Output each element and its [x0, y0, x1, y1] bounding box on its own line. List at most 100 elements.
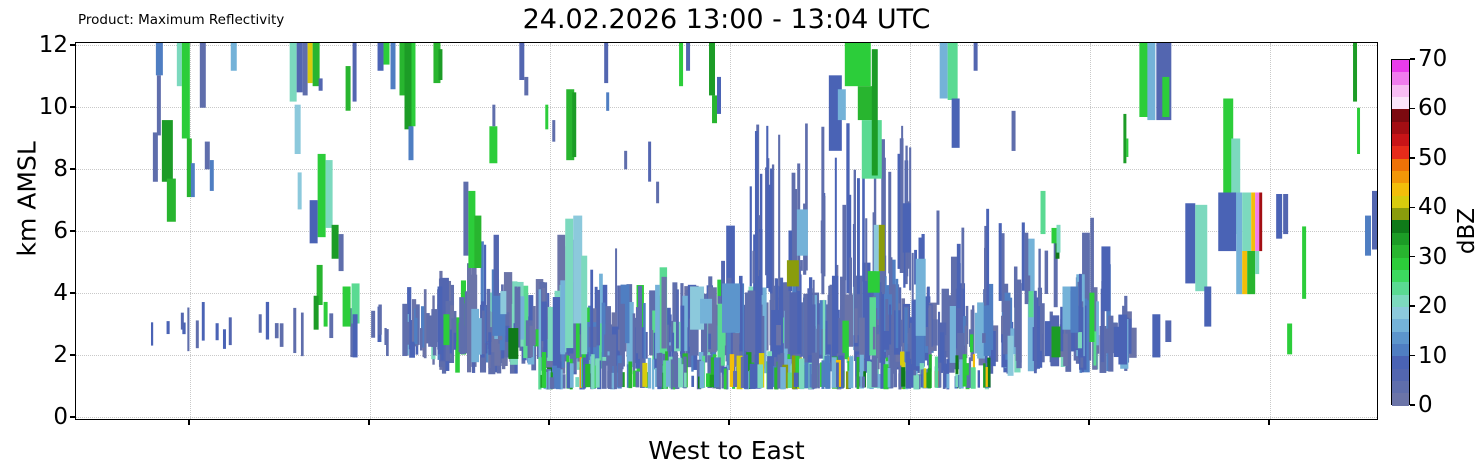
echo-bar-noise — [1053, 242, 1058, 308]
echo-bar-noise — [541, 352, 547, 388]
echo-bar-noise — [551, 365, 557, 389]
echo-bar-noise — [575, 377, 580, 387]
echo-bar — [565, 218, 574, 349]
colorbar — [1391, 59, 1410, 406]
echo-bar — [1236, 192, 1243, 252]
y-tick-mark — [70, 292, 75, 294]
echo-bar-noise — [840, 305, 843, 361]
echo-bar-noise — [968, 357, 972, 388]
x-tick-mark — [1268, 420, 1270, 425]
echo-bar — [390, 43, 396, 90]
echo-bar-noise — [595, 358, 600, 388]
echo-bar-noise — [582, 357, 586, 389]
echo-bar-noise — [959, 359, 964, 389]
colorbar-segment — [1392, 208, 1409, 221]
echo-bar-noise — [371, 310, 376, 338]
gridline-vertical — [190, 43, 191, 419]
echo-bar-noise — [1129, 327, 1137, 358]
echo-bar-noise — [701, 293, 708, 363]
echo-bar-noise — [566, 362, 570, 389]
echo-bar-noise — [415, 304, 420, 345]
echo-bar — [1365, 215, 1372, 256]
echo-bar — [1242, 250, 1248, 295]
echo-bar-noise — [866, 361, 871, 389]
echo-bar — [199, 43, 206, 108]
echo-bar-noise — [743, 354, 749, 389]
echo-bar — [1276, 193, 1283, 239]
echo-bar-noise — [470, 308, 480, 363]
y-tick-mark — [70, 354, 75, 356]
echo-bar-noise — [827, 294, 833, 345]
echo-bar-noise — [859, 317, 865, 359]
echo-bar-noise — [759, 229, 763, 296]
echo-bar — [604, 43, 609, 84]
echo-bar-noise — [1077, 332, 1082, 349]
echo-bar — [316, 264, 323, 306]
echo-bar — [560, 280, 566, 355]
echo-bar-noise — [820, 220, 825, 274]
echo-bar-noise — [784, 296, 791, 349]
echo-bar — [545, 104, 549, 130]
echo-bar-noise — [799, 358, 805, 390]
echo-bar-noise — [669, 320, 674, 352]
echo-bar — [552, 120, 556, 142]
echo-bar-noise — [652, 359, 655, 390]
echo-bar-noise — [840, 276, 846, 343]
echo-bar-noise — [862, 133, 865, 282]
echo-bar-noise — [1001, 233, 1005, 312]
echo-bar-noise — [635, 307, 642, 354]
echo-bar — [873, 224, 879, 272]
x-tick-mark — [908, 420, 910, 425]
page-title: 24.02.2026 13:00 - 13:04 UTC — [522, 4, 931, 35]
colorbar-tick-label: 0 — [1418, 392, 1433, 418]
echo-bar — [186, 138, 192, 198]
echo-bar-noise — [844, 294, 854, 347]
echo-bar-noise — [517, 286, 521, 348]
echo-bar-noise — [673, 352, 679, 388]
colorbar-segment — [1392, 121, 1409, 135]
echo-bar-noise — [710, 357, 715, 387]
echo-bar-noise — [733, 370, 738, 387]
echo-bar-noise — [706, 373, 711, 387]
echo-bar-noise — [817, 363, 820, 389]
echo-bar-noise — [656, 353, 663, 387]
colorbar-segment — [1392, 109, 1409, 122]
echo-bar-noise — [771, 309, 779, 371]
echo-bar-noise — [883, 330, 890, 350]
echo-bar-noise — [717, 303, 725, 366]
echo-bar — [318, 78, 323, 91]
echo-bar-noise — [599, 273, 603, 353]
echo-bar-noise — [1092, 287, 1098, 370]
colorbar-segment — [1392, 195, 1409, 209]
echo-bar — [1204, 286, 1212, 327]
echo-bar-noise — [411, 299, 417, 342]
echo-bar — [1101, 246, 1111, 312]
echo-bar-noise — [805, 123, 808, 271]
echo-bar — [1152, 314, 1161, 358]
gridline-horizontal — [76, 107, 1377, 109]
echo-bar — [656, 181, 660, 204]
echo-bar-noise — [868, 361, 874, 388]
echo-bar — [1283, 193, 1289, 235]
echo-bar-noise — [1087, 248, 1090, 301]
echo-bar — [1040, 190, 1046, 235]
echo-bar — [408, 126, 414, 161]
echo-bar — [166, 178, 176, 222]
echo-bar — [377, 43, 384, 71]
echo-bar-noise — [888, 257, 893, 295]
echo-bar-noise — [645, 331, 648, 359]
echo-bar-noise — [831, 357, 837, 388]
echo-bar — [383, 43, 390, 65]
x-tick-mark — [188, 420, 190, 425]
echo-bar — [289, 43, 297, 102]
echo-bar-noise — [798, 358, 802, 389]
echo-bar — [1126, 138, 1129, 157]
y-tick-label: 10 — [38, 94, 68, 121]
echo-bar-noise — [849, 257, 853, 295]
echo-bar-noise — [477, 318, 482, 355]
echo-bar — [1302, 226, 1307, 299]
echo-bar — [1247, 250, 1256, 295]
echo-bar — [1089, 292, 1095, 343]
echo-bar-noise — [961, 316, 967, 346]
y-tick-label: 8 — [53, 156, 68, 183]
